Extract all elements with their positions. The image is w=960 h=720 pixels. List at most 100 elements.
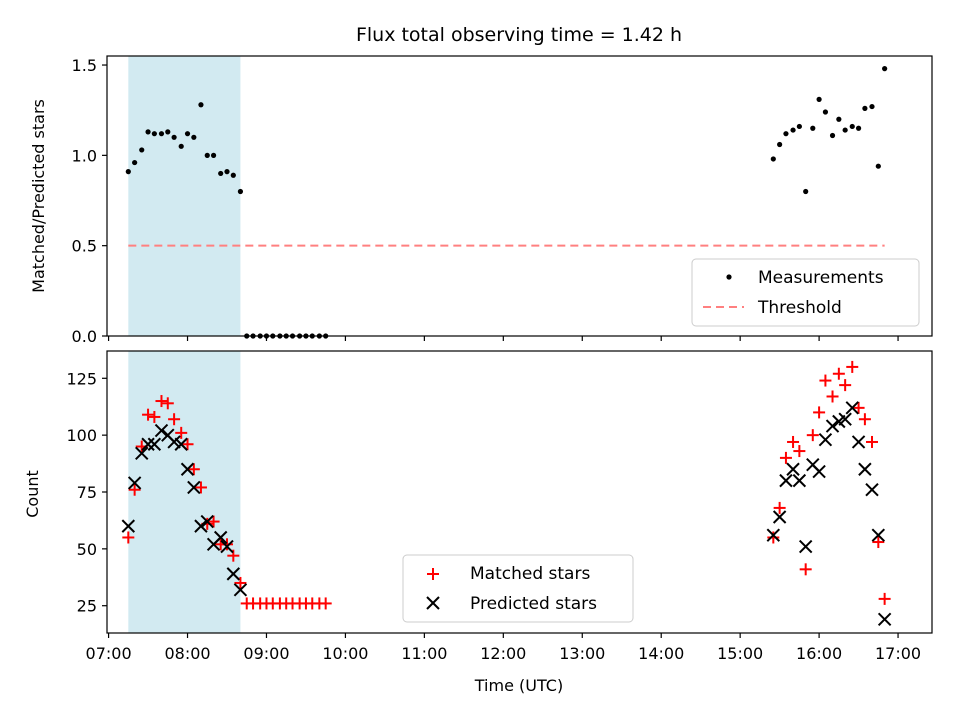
x-tick-label: 16:00 xyxy=(796,644,842,663)
bottom-series-predicted-stars xyxy=(121,401,892,627)
predicted-point xyxy=(766,528,781,542)
measurement-point xyxy=(862,105,868,111)
predicted-point xyxy=(226,567,241,581)
predicted-point xyxy=(200,514,214,529)
predicted-point xyxy=(865,483,879,497)
measurement-point xyxy=(178,143,184,149)
measurement-point xyxy=(191,134,197,140)
measurement-point xyxy=(836,116,842,122)
x-tick-label: 13:00 xyxy=(559,644,605,663)
measurement-point xyxy=(198,102,204,108)
predicted-point xyxy=(174,437,188,451)
matched-point xyxy=(839,379,852,392)
matched-point xyxy=(866,435,878,448)
measurement-point xyxy=(829,132,836,139)
bottom-observing-window xyxy=(128,351,241,633)
predicted-point xyxy=(792,473,807,488)
matched-point xyxy=(194,481,207,494)
top-legend: Measurements Threshold xyxy=(691,258,920,327)
predicted-point xyxy=(845,401,859,415)
bottom-y-axis-label: Count xyxy=(23,470,42,518)
x-axis-label: Time (UTC) xyxy=(474,676,563,695)
measurement-point xyxy=(796,123,802,130)
top-y-tick-label: 0.0 xyxy=(72,327,97,346)
predicted-point xyxy=(141,437,155,451)
predicted-point xyxy=(786,462,800,476)
matched-point xyxy=(155,395,168,408)
measurement-point xyxy=(783,131,789,137)
matched-point xyxy=(787,435,800,448)
matched-point xyxy=(779,451,792,464)
top-y-tick-label: 1.0 xyxy=(72,146,97,165)
legend-measurements-marker xyxy=(726,274,732,280)
predicted-point xyxy=(851,435,866,449)
measurement-point xyxy=(816,96,822,102)
predicted-point xyxy=(858,462,872,476)
matched-point xyxy=(872,536,885,549)
bottom-legend: Matched stars Predicted stars xyxy=(402,554,634,623)
matched-point xyxy=(207,515,220,528)
matched-point xyxy=(773,501,786,514)
measurement-point xyxy=(139,147,145,153)
measurement-point xyxy=(204,152,210,158)
matched-point xyxy=(767,531,780,544)
x-tick-label: 07:00 xyxy=(86,644,132,663)
measurement-point xyxy=(790,127,796,133)
top-y-tick-label: 0.5 xyxy=(72,237,97,256)
matched-point xyxy=(181,438,194,451)
top-legend-box xyxy=(691,258,920,327)
legend-measurements-label: Measurements xyxy=(758,268,884,288)
top-y-tick-label: 1.5 xyxy=(72,56,97,75)
chart-title: Flux total observing time = 1.42 h xyxy=(356,24,682,46)
measurement-point xyxy=(230,172,236,178)
measurement-point xyxy=(777,141,783,148)
measurement-point xyxy=(849,123,855,130)
matched-point xyxy=(234,576,247,589)
matched-point xyxy=(813,406,826,419)
matched-point xyxy=(846,360,859,373)
legend-threshold-label: Threshold xyxy=(757,298,842,318)
bottom-y-tick-label: 50 xyxy=(77,540,97,559)
matched-point xyxy=(175,426,188,439)
matched-point xyxy=(852,401,865,414)
measurement-point xyxy=(822,109,829,115)
bottom-panel-counts: 25 50 75 100 125 07:00 08:00 09:00 10:00 11:00 12:… xyxy=(66,350,933,663)
predicted-point xyxy=(187,480,201,495)
legend-matched-marker xyxy=(427,568,439,580)
measurement-point xyxy=(875,163,881,169)
measurement-point xyxy=(770,156,776,162)
predicted-point xyxy=(779,473,793,488)
measurement-point xyxy=(810,125,816,131)
measurement-point xyxy=(158,131,165,137)
top-axes-frame xyxy=(106,55,933,337)
measurement-point xyxy=(184,131,191,137)
bottom-legend-box xyxy=(402,554,634,623)
measurement-point xyxy=(237,188,244,195)
top-y-axis-label: Matched/Predicted stars xyxy=(29,99,48,293)
legend-predicted-label: Predicted stars xyxy=(470,594,597,614)
matched-point xyxy=(819,374,832,387)
matched-point xyxy=(168,413,181,426)
measurement-point xyxy=(803,188,809,195)
x-tick-label: 08:00 xyxy=(164,644,210,663)
bottom-y-tick-label: 100 xyxy=(66,426,97,445)
predicted-point xyxy=(154,423,169,438)
legend-matched-label: Matched stars xyxy=(470,564,590,584)
predicted-point xyxy=(135,446,149,461)
predicted-point xyxy=(180,462,195,476)
bottom-y-tick-label: 25 xyxy=(77,597,97,616)
matched-point xyxy=(832,367,845,380)
measurement-point xyxy=(869,103,875,110)
matched-point xyxy=(858,413,871,426)
matched-point xyxy=(128,483,141,496)
x-tick-label: 10:00 xyxy=(322,644,368,663)
predicted-point xyxy=(818,432,833,447)
predicted-point xyxy=(871,528,886,542)
predicted-point xyxy=(798,539,813,554)
predicted-point xyxy=(127,476,142,490)
measurement-point xyxy=(151,131,157,137)
measurement-point xyxy=(145,129,151,135)
predicted-point xyxy=(233,583,248,597)
measurement-point xyxy=(224,169,230,175)
